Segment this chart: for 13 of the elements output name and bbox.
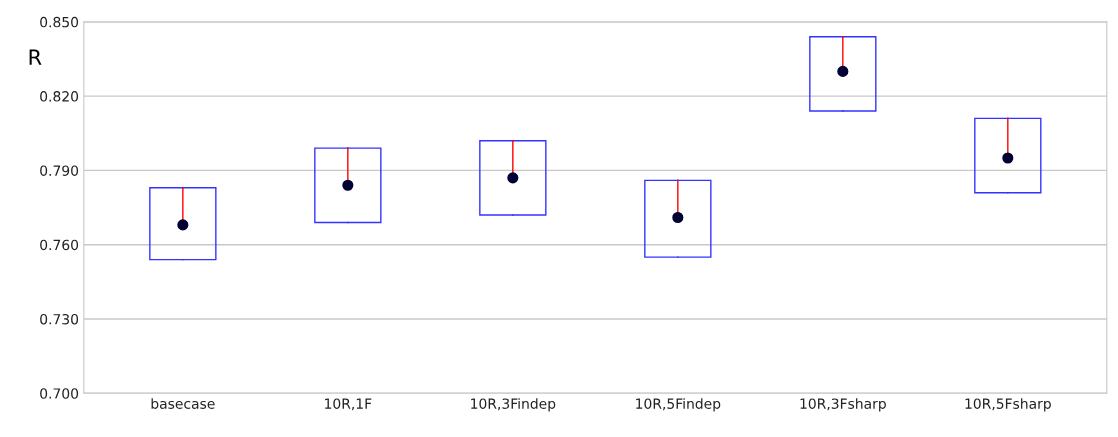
y-tick-label: 0.790	[40, 165, 79, 176]
y-tick-label: 0.730	[40, 313, 79, 325]
x-tick-label: basecase	[151, 398, 215, 409]
y-tick-label: 0.820	[40, 91, 79, 102]
x-tick-label: 10R,3Findep	[471, 398, 556, 412]
y-axis-title: R	[29, 49, 42, 65]
x-tick-label: 10R,5Fsharp	[965, 398, 1051, 412]
x-tick-label: 10R,5Findep	[636, 398, 721, 412]
x-tick-label: 10R,3Fsharp	[800, 398, 886, 412]
y-tick-label: 0.760	[40, 239, 79, 251]
y-tick-label: 0.850	[40, 16, 79, 28]
x-tick-label: 10R,1F	[325, 398, 372, 411]
y-tick-label: 0.700	[40, 388, 79, 399]
